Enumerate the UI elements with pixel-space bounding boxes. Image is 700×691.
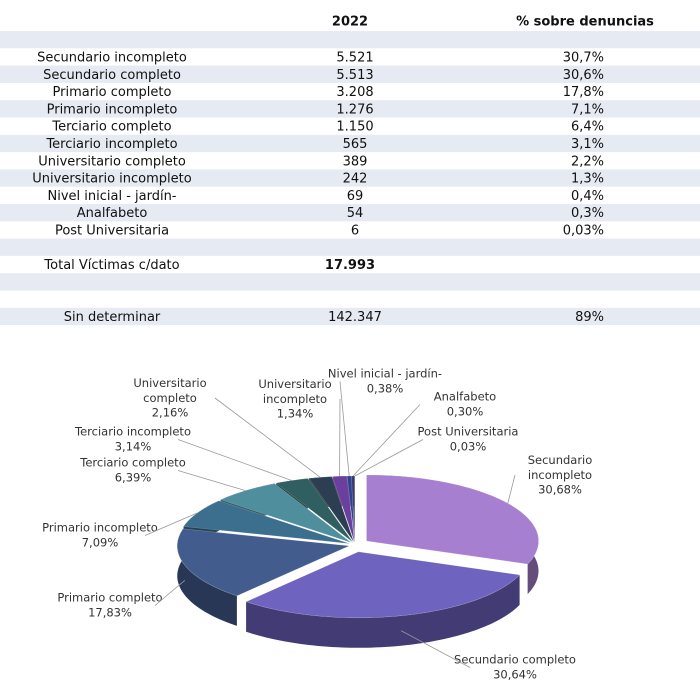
row-value: 389 [343,154,368,169]
leader-line [353,405,420,477]
row-percent: 17,8% [563,85,604,100]
row-label: Terciario completo [51,120,171,135]
row-value: 5.521 [336,50,373,65]
slice-category: Nivel inicial - jardín- [328,367,442,381]
row-value: 142.347 [328,310,382,325]
row-label: Primario completo [53,85,172,100]
slice-label: 30,68% [538,483,582,497]
row-value: 1.150 [336,120,373,135]
row-value: 17.993 [325,258,375,273]
row-percent: 7,1% [571,102,604,117]
row-label: Analfabeto [77,206,148,221]
row-stripe [0,273,700,290]
row-percent: 1,3% [571,172,604,187]
slice-category: Terciario incompleto [74,425,191,439]
row-value: 3.208 [336,85,373,100]
row-percent: 0,3% [571,206,604,221]
row-label: Primario incompleto [47,102,178,117]
slice-category: Post Universitaria [418,425,519,439]
slice-label: 7,09% [82,536,119,550]
leader-line [355,440,423,477]
row-percent: 30,7% [563,50,604,65]
row-percent: 0,4% [571,189,604,204]
slice-label: 3,14% [115,440,152,454]
leader-line [340,382,349,477]
slice-label: 0,30% [447,405,484,419]
row-value: 565 [343,137,368,152]
col-header: 2022 [332,15,368,30]
slice-label: 0,03% [450,440,487,454]
slice-label: 6,39% [115,471,152,485]
row-value: 54 [347,206,364,221]
slice-category: Primario completo [57,591,162,605]
row-percent: 30,6% [563,68,604,83]
row-label: Nivel inicial - jardín- [47,189,176,204]
row-value: 69 [347,189,364,204]
slice-label: 1,34% [277,407,314,421]
row-label: Secundario incompleto [37,50,187,65]
leader-line [178,471,245,491]
row-value: 6 [351,223,359,238]
slice-label: 30,64% [493,668,537,682]
row-label: Universitario completo [38,154,186,169]
slice-category: Secundario completo [454,653,576,667]
row-percent: 89% [575,310,604,325]
slice-label: 2,16% [152,406,189,420]
row-value: 242 [343,172,368,187]
slice-label: 0,38% [367,382,404,396]
row-percent: 3,1% [571,137,604,152]
leader-line [178,440,292,481]
row-label: Post Universitaria [55,223,169,238]
row-stripe [0,31,700,48]
row-label: Terciario incompleto [45,137,177,152]
col-header: % sobre denuncias [516,15,654,30]
slice-face [367,475,539,564]
row-stripe [0,239,700,256]
row-percent: 6,4% [571,120,604,135]
slice-category: Primario incompleto [42,521,158,535]
table: Secundario incompleto 5.521 30,7% Secundari… [0,31,700,325]
slice-category: Analfabeto [434,390,496,404]
row-percent: 0,03% [563,223,604,238]
row-label: Sin determinar [64,310,161,325]
slice-label: 17,83% [88,606,132,620]
row-label: Total Víctimas c/dato [43,258,179,273]
row-label: Universitario incompleto [32,172,191,187]
leader-line [508,475,515,503]
row-percent: 2,2% [571,154,604,169]
row-value: 1.276 [336,102,373,117]
row-value: 5.513 [336,68,373,83]
slice-category: Terciario completo [79,456,185,470]
row-label: Secundario completo [43,68,181,83]
